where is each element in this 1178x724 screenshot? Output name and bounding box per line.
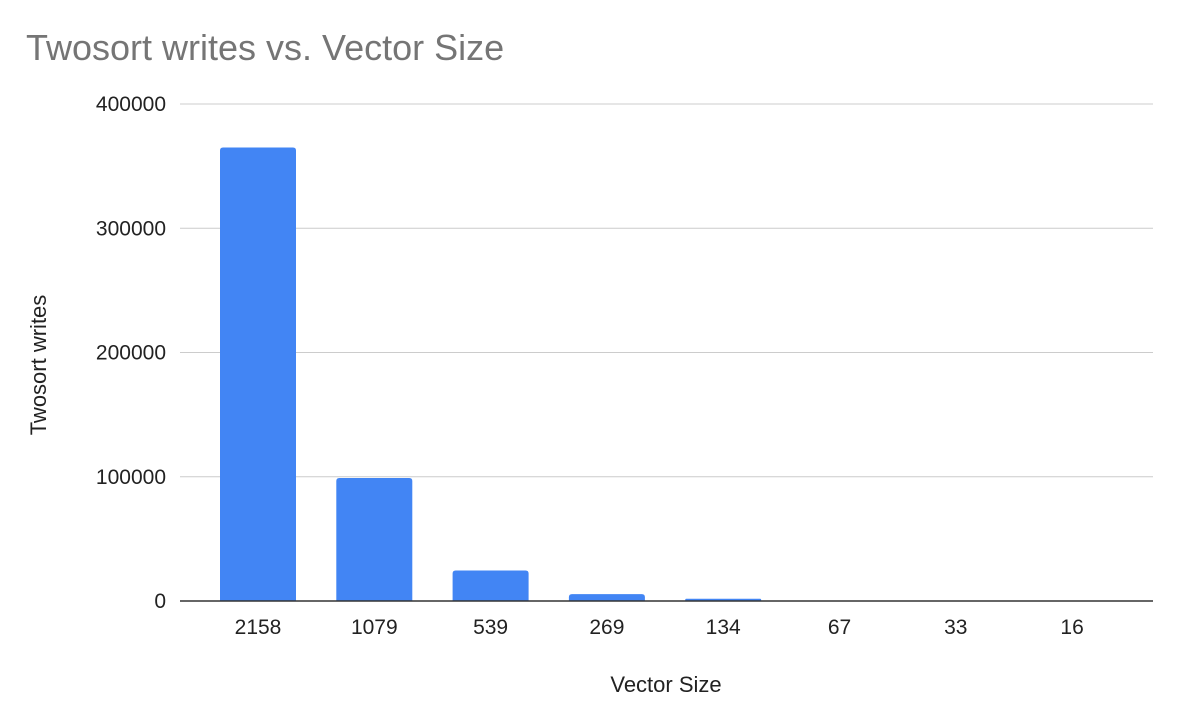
x-axis-ticks: 2158 1079 539 269 134 67 33 16: [235, 616, 1084, 639]
y-tick-label: 400000: [96, 93, 166, 116]
x-tick-label: 2158: [235, 616, 282, 639]
x-tick-label: 67: [828, 616, 851, 639]
x-tick-label: 1079: [351, 616, 398, 639]
x-tick-label: 269: [589, 616, 624, 639]
x-tick-label: 33: [944, 616, 967, 639]
bar-1079: [336, 477, 413, 601]
bars: [220, 147, 1111, 602]
x-tick-label: 134: [706, 616, 741, 639]
x-tick-label: 539: [473, 616, 508, 639]
y-tick-label: 200000: [96, 342, 166, 365]
bar-539: [452, 570, 529, 601]
y-tick-label: 300000: [96, 217, 166, 240]
y-axis-title: Twosort writes: [26, 295, 51, 436]
y-tick-label: 100000: [96, 466, 166, 489]
bar-2158: [220, 147, 296, 602]
chart-title: Twosort writes vs. Vector Size: [26, 27, 504, 68]
x-axis-title: Vector Size: [610, 672, 721, 697]
y-tick-label: 0: [154, 590, 166, 613]
gridlines: [180, 103, 1153, 478]
x-tick-label: 16: [1060, 616, 1083, 639]
y-axis-ticks: 0 100000 200000 300000 400000: [96, 93, 166, 613]
bar-269: [568, 594, 645, 601]
